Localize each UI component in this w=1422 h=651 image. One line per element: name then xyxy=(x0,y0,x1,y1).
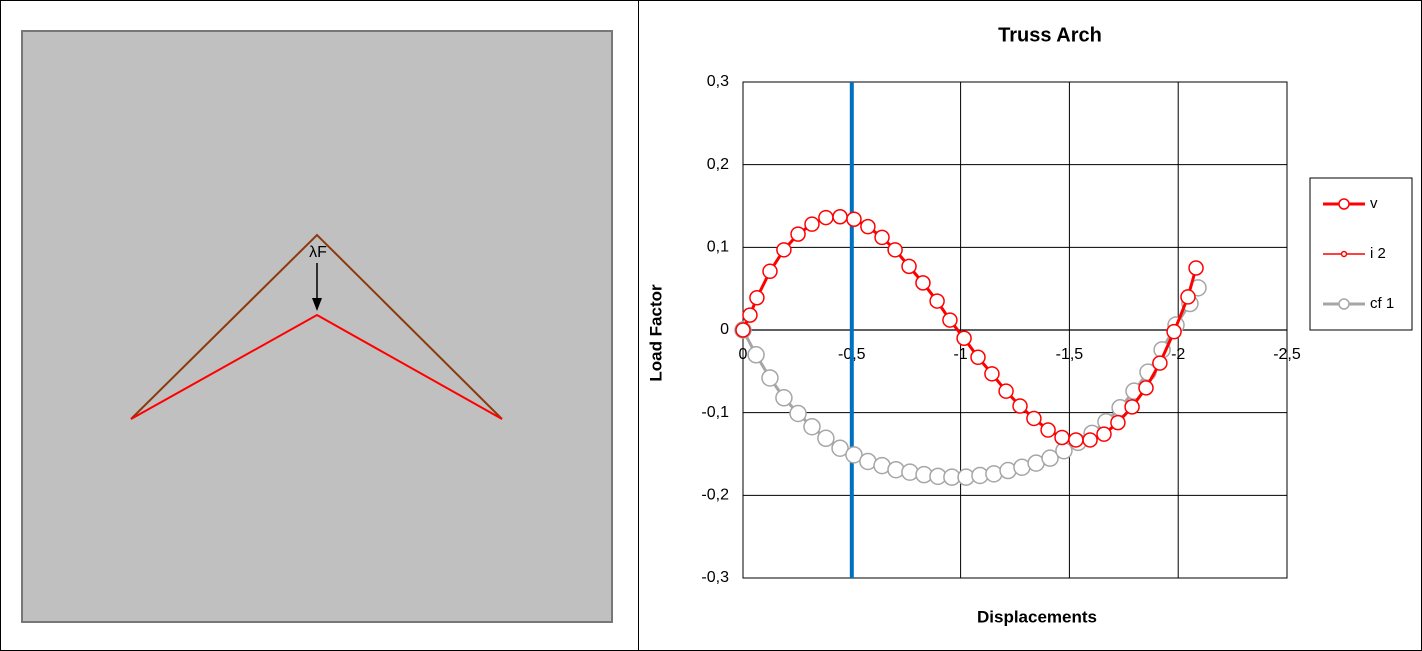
x-tick-label: -2,5 xyxy=(1273,346,1301,363)
x-tick-label: -2 xyxy=(1171,346,1185,363)
legend-label: i 2 xyxy=(1370,245,1386,262)
x-axis-label: Displacements xyxy=(977,607,1097,626)
arrow-head xyxy=(312,298,322,311)
chart-title: Truss Arch xyxy=(998,24,1102,46)
plot: -0,3-0,2-0,100,10,20,30-0,5-1-1,5-2-2,5v… xyxy=(701,73,1413,586)
marker xyxy=(761,369,779,387)
truss-initial xyxy=(130,233,503,420)
marker xyxy=(1152,355,1168,371)
marker xyxy=(956,330,972,347)
marker xyxy=(1040,422,1056,438)
y-tick-label: 0,1 xyxy=(707,239,729,256)
marker xyxy=(1026,410,1042,427)
marker xyxy=(1138,380,1154,396)
legend-marker xyxy=(1340,250,1348,258)
marker xyxy=(985,465,1003,483)
marker xyxy=(818,209,834,226)
truss-deformed xyxy=(130,313,503,420)
x-tick-label: -1 xyxy=(953,346,967,363)
diagram-panel: λF xyxy=(21,30,613,623)
marker xyxy=(1124,399,1140,415)
marker xyxy=(1041,449,1059,467)
y-tick-label: 0 xyxy=(720,321,729,338)
marker xyxy=(929,293,945,309)
y-tick-label: -0,2 xyxy=(701,487,729,504)
marker xyxy=(984,366,1000,382)
marker xyxy=(1054,429,1070,446)
legend-label: cf 1 xyxy=(1370,295,1394,312)
marker xyxy=(742,307,758,323)
legend-marker xyxy=(1338,198,1350,210)
x-tick-label: -1,5 xyxy=(1056,346,1084,363)
legend-label: v xyxy=(1370,195,1378,212)
y-tick-label: -0,3 xyxy=(701,569,729,586)
marker xyxy=(735,322,751,338)
legend-marker xyxy=(1338,298,1350,310)
marker xyxy=(804,216,820,232)
marker xyxy=(1082,432,1098,448)
marker xyxy=(803,417,821,436)
marker xyxy=(790,226,806,242)
marker xyxy=(846,211,862,227)
y-tick-label: 0,3 xyxy=(707,73,729,90)
marker xyxy=(1096,426,1112,442)
marker xyxy=(832,208,848,225)
marker xyxy=(1166,323,1182,340)
marker xyxy=(874,229,890,246)
canvas xyxy=(21,30,613,623)
marker xyxy=(1068,432,1084,448)
marker xyxy=(1188,260,1204,276)
marker xyxy=(860,218,876,235)
marker xyxy=(1110,414,1126,431)
load-label: λF xyxy=(309,244,327,261)
marker xyxy=(1012,398,1028,414)
marker xyxy=(942,312,958,328)
marker xyxy=(845,446,863,464)
marker xyxy=(775,389,793,407)
y-tick-label: 0,2 xyxy=(707,156,729,173)
marker xyxy=(887,242,903,258)
marker xyxy=(915,275,931,291)
marker xyxy=(747,346,765,364)
marker xyxy=(901,258,917,275)
marker xyxy=(749,290,765,306)
marker xyxy=(1055,441,1073,460)
x-tick-label: 0 xyxy=(739,346,748,363)
y-tick-label: -0,1 xyxy=(701,404,729,421)
marker xyxy=(762,263,778,280)
y-axis-label: Load Factor xyxy=(646,284,665,382)
marker xyxy=(831,439,849,457)
marker xyxy=(1180,289,1196,305)
marker xyxy=(817,429,835,448)
marker xyxy=(901,463,919,481)
marker xyxy=(789,404,807,423)
marker xyxy=(998,383,1014,399)
marker xyxy=(970,349,986,366)
marker xyxy=(776,242,792,258)
